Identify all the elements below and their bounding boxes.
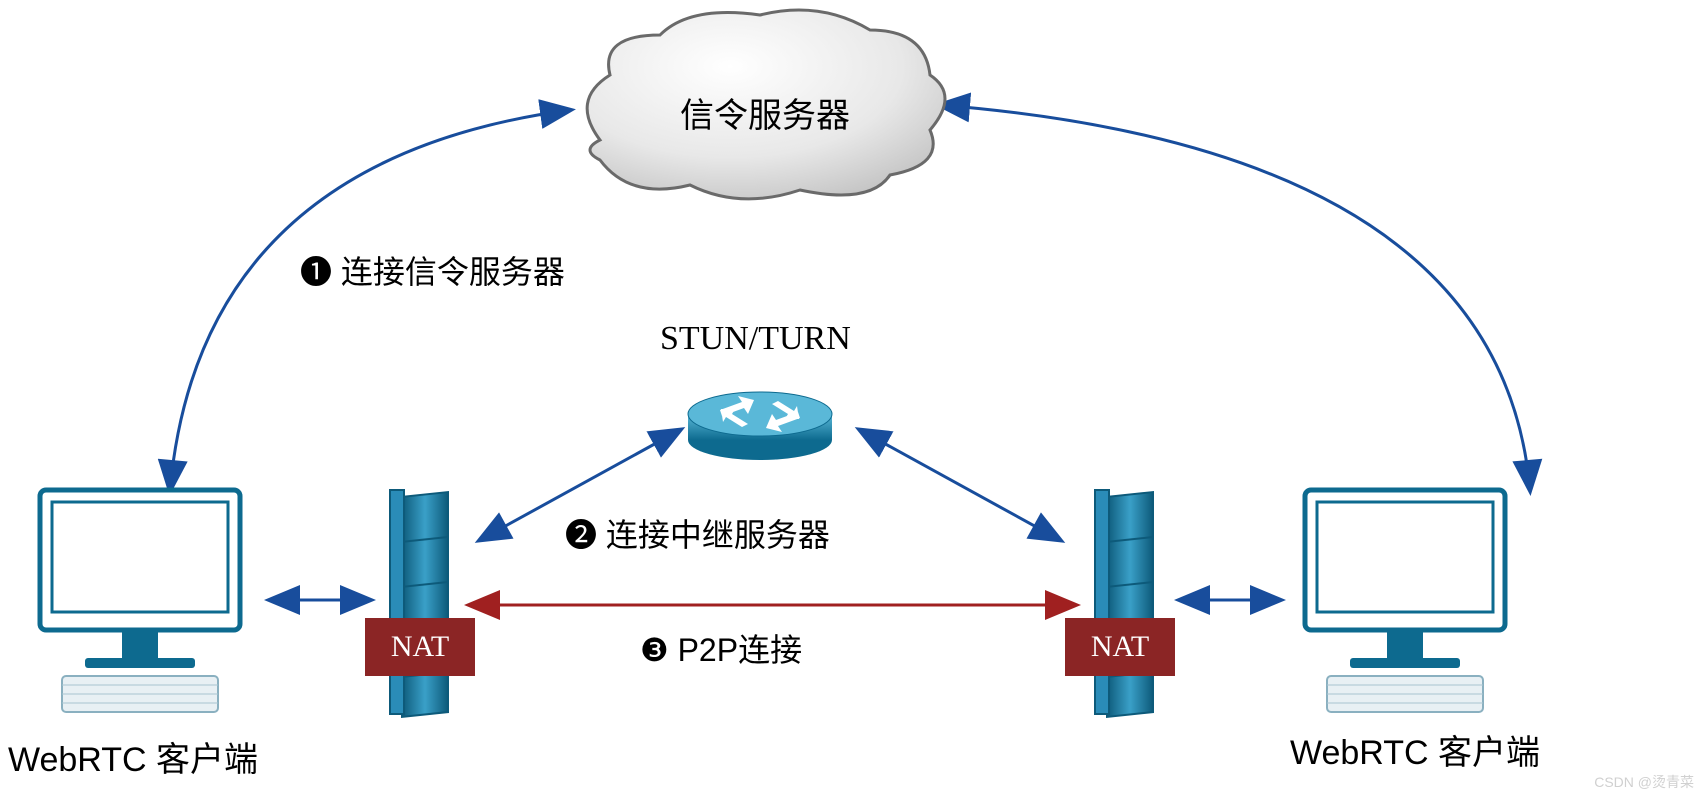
client-left-icon [40,490,240,712]
router-label: STUN/TURN [660,320,851,358]
router-icon [688,392,832,460]
step1-label: ❶ 连接信令服务器 [300,247,565,293]
watermark: CSDN @烫青菜 [1594,772,1694,792]
arc-left-to-cloud [170,110,570,490]
line-natR-router [860,430,1060,540]
nat-right-box: NAT [1065,618,1175,676]
client-right-label: WebRTC 客户端 [1290,725,1540,774]
step2-label: ❷ 连接中继服务器 [565,510,830,556]
arc-right-to-cloud [940,105,1530,490]
step3-label: ❸ P2P连接 [640,625,802,671]
nat-left-icon [390,490,448,717]
client-left-label: WebRTC 客户端 [8,732,258,781]
nat-right-icon [1095,490,1153,717]
cloud-label: 信令服务器 [680,88,850,137]
client-right-icon [1305,490,1505,712]
nat-left-box: NAT [365,618,475,676]
